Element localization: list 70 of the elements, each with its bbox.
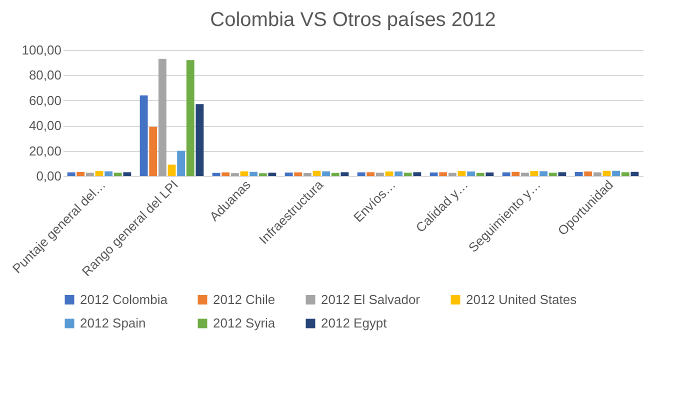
bar (268, 172, 276, 176)
bar (95, 171, 104, 176)
y-tick-label: 60,00 (28, 92, 62, 108)
bar (584, 171, 592, 176)
bar (86, 172, 94, 176)
bar (294, 172, 302, 176)
y-tick-label: 40,00 (28, 118, 62, 134)
bar (621, 172, 630, 176)
bar (486, 172, 494, 176)
chart-title: Colombia VS Otros países 2012 (210, 9, 496, 31)
y-tick-label: 100,00 (22, 42, 62, 58)
bar (222, 172, 230, 176)
bar (439, 172, 448, 176)
bar (284, 172, 293, 176)
bar (612, 170, 620, 176)
bar (230, 173, 239, 176)
y-tick-label: 20,00 (28, 143, 62, 158)
legend-label: 2012 Syria (213, 316, 276, 330)
bar (404, 172, 412, 176)
bar (186, 60, 194, 176)
y-tick-label: 0,00 (36, 168, 62, 184)
bar (366, 172, 375, 176)
bar (104, 171, 113, 176)
legend-label: 2012 Egypt (321, 316, 388, 330)
bar (76, 172, 85, 176)
bar (67, 172, 76, 176)
bar (602, 170, 611, 176)
bar (630, 172, 639, 176)
bar (413, 172, 422, 176)
legend-label: 2012 Chile (213, 292, 276, 307)
bar (123, 172, 132, 176)
bar (331, 172, 340, 176)
bar (376, 172, 384, 176)
bar (458, 170, 466, 176)
bar (212, 172, 220, 176)
bar (593, 172, 602, 176)
bar (394, 171, 403, 176)
bar (512, 172, 520, 176)
bar (357, 172, 366, 176)
bar (476, 172, 484, 176)
bar (322, 171, 330, 176)
bar (520, 172, 529, 176)
legend-label: 2012 United States (466, 292, 578, 307)
bar (158, 58, 166, 176)
bar (548, 172, 557, 176)
legend-label: 2012 El Salvador (321, 292, 421, 307)
bar (177, 150, 186, 176)
bar (149, 126, 158, 176)
bar (340, 172, 349, 176)
bar (196, 104, 204, 176)
bar (140, 95, 148, 176)
bar (240, 171, 248, 176)
bar (448, 172, 456, 176)
bar (168, 164, 176, 176)
bar (540, 171, 548, 176)
bar (574, 172, 583, 176)
bar (530, 170, 538, 176)
y-tick-label: 80,00 (28, 68, 62, 83)
legend-label: 2012 Colombia (80, 292, 168, 307)
bar (502, 172, 510, 176)
bar (467, 171, 476, 176)
bar (558, 172, 566, 176)
bar (385, 171, 394, 176)
legend-label: 2012 Spain (80, 316, 146, 330)
bar (258, 173, 267, 176)
bar (303, 172, 312, 176)
bar (250, 172, 258, 176)
bar (430, 172, 438, 176)
bar (312, 170, 321, 176)
bar (114, 172, 122, 176)
